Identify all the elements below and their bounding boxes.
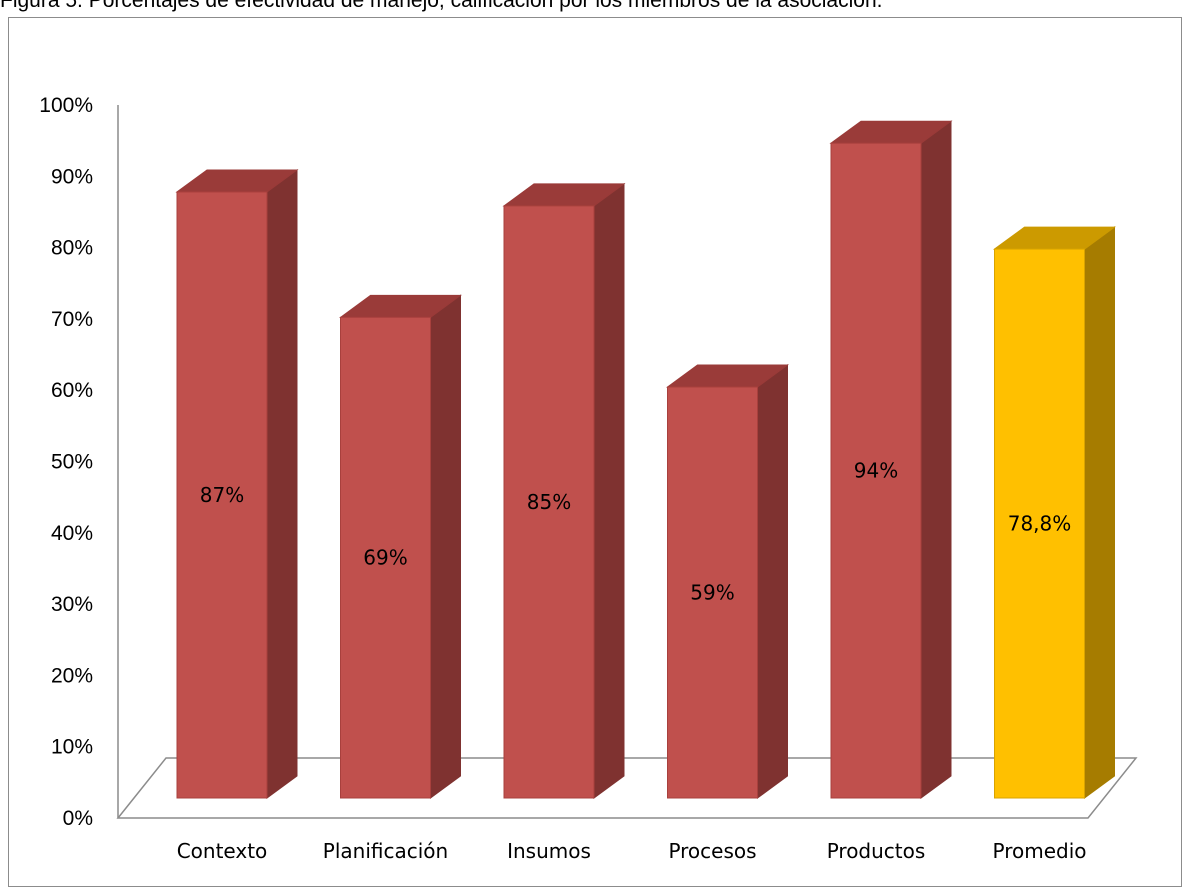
- category-label: Contexto: [177, 839, 268, 863]
- category-labels: Contexto Planificación Insumos Procesos Prod…: [177, 839, 1087, 863]
- bar-side: [757, 364, 788, 799]
- y-tick-label: 40%: [51, 522, 93, 545]
- bar-front: [503, 205, 595, 799]
- category-label: Procesos: [668, 839, 756, 863]
- data-label: 69%: [363, 546, 407, 570]
- bar-planificación: 69%: [338, 294, 463, 799]
- y-tick-label: 10%: [51, 736, 93, 759]
- y-tick-label: 70%: [51, 308, 93, 331]
- bars: 87% 69% 85% 59% 94% 78,8%: [175, 120, 1117, 799]
- category-label: Productos: [827, 839, 926, 863]
- data-label: 59%: [690, 581, 734, 605]
- y-tick-label: 20%: [51, 664, 93, 687]
- category-label: Insumos: [507, 839, 591, 863]
- bar-side: [920, 120, 952, 799]
- bar-front: [176, 191, 268, 799]
- data-label: 85%: [527, 490, 571, 514]
- bar-side: [266, 168, 298, 799]
- bar-insumos: 85%: [502, 182, 626, 799]
- y-tick-labels: 0% 10% 20% 30% 40% 50% 60% 70% 80% 90% 100%: [39, 94, 93, 830]
- y-tick-label: 80%: [51, 237, 93, 260]
- bar-front: [667, 386, 758, 799]
- y-tick-label: 60%: [51, 379, 93, 402]
- bar-procesos: 59%: [665, 364, 790, 799]
- category-label: Planificación: [323, 839, 448, 863]
- data-label: 87%: [200, 483, 244, 507]
- bar-front: [994, 248, 1085, 799]
- bar-promedio: 78,8%: [992, 226, 1117, 799]
- bar-front: [830, 142, 922, 799]
- y-tick-label: 30%: [51, 593, 93, 616]
- chart-title: Figura 5. Porcentajes de efectividad de …: [0, 0, 883, 12]
- y-tick-label: 0%: [63, 807, 93, 830]
- bar-front: [340, 316, 431, 799]
- bar-side: [593, 182, 625, 799]
- y-tick-label: 90%: [51, 165, 93, 188]
- bar-productos: 94%: [829, 120, 953, 799]
- bar-contexto: 87%: [175, 168, 299, 799]
- data-label: 94%: [854, 459, 898, 483]
- bar-side: [430, 294, 461, 799]
- y-tick-label: 100%: [39, 94, 93, 117]
- y-tick-label: 50%: [51, 451, 93, 474]
- category-label: Promedio: [992, 839, 1086, 863]
- bar-side: [1084, 226, 1115, 799]
- data-label: 78,8%: [1008, 512, 1072, 536]
